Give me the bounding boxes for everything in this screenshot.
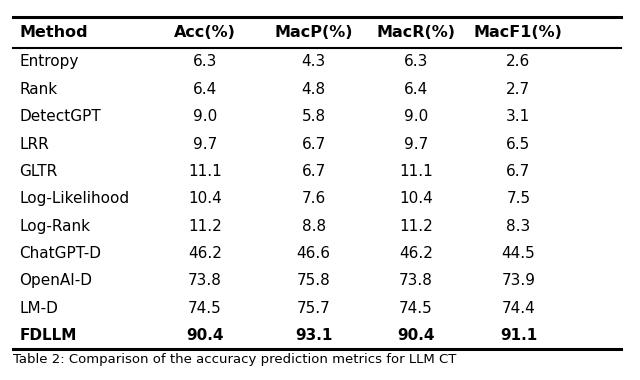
Text: 9.7: 9.7 — [404, 136, 428, 152]
Text: 93.1: 93.1 — [295, 328, 332, 343]
Text: 11.1: 11.1 — [399, 164, 433, 179]
Text: LM-D: LM-D — [19, 301, 58, 316]
Text: 75.8: 75.8 — [297, 273, 330, 288]
Text: MacP(%): MacP(%) — [275, 25, 353, 40]
Text: FDLLM: FDLLM — [19, 328, 77, 343]
Text: 46.2: 46.2 — [399, 246, 433, 261]
Text: 90.4: 90.4 — [397, 328, 435, 343]
Text: 11.2: 11.2 — [399, 218, 433, 234]
Text: 5.8: 5.8 — [301, 109, 326, 124]
Text: 8.3: 8.3 — [506, 218, 531, 234]
Text: 11.2: 11.2 — [188, 218, 221, 234]
Text: 91.1: 91.1 — [500, 328, 537, 343]
Text: 46.2: 46.2 — [188, 246, 221, 261]
Text: MacR(%): MacR(%) — [376, 25, 456, 40]
Text: 44.5: 44.5 — [502, 246, 535, 261]
Text: 74.4: 74.4 — [502, 301, 535, 316]
Text: 7.6: 7.6 — [301, 191, 326, 206]
Text: 9.0: 9.0 — [404, 109, 428, 124]
Text: 73.8: 73.8 — [399, 273, 433, 288]
Text: 7.5: 7.5 — [506, 191, 531, 206]
Text: 74.5: 74.5 — [399, 301, 433, 316]
Text: 10.4: 10.4 — [399, 191, 433, 206]
Text: Entropy: Entropy — [19, 54, 79, 70]
Text: 73.8: 73.8 — [188, 273, 221, 288]
Text: 6.3: 6.3 — [404, 54, 428, 70]
Text: 90.4: 90.4 — [186, 328, 223, 343]
Text: 4.3: 4.3 — [301, 54, 326, 70]
Text: 6.4: 6.4 — [404, 82, 428, 97]
Text: GLTR: GLTR — [19, 164, 58, 179]
Text: 6.3: 6.3 — [193, 54, 217, 70]
Text: 9.7: 9.7 — [193, 136, 217, 152]
Text: Log-Likelihood: Log-Likelihood — [19, 191, 129, 206]
Text: 6.4: 6.4 — [193, 82, 217, 97]
Text: 75.7: 75.7 — [297, 301, 330, 316]
Text: OpenAI-D: OpenAI-D — [19, 273, 92, 288]
Text: MacF1(%): MacF1(%) — [474, 25, 563, 40]
Text: Rank: Rank — [19, 82, 58, 97]
Text: 46.6: 46.6 — [296, 246, 331, 261]
Text: 4.8: 4.8 — [301, 82, 326, 97]
Text: 11.1: 11.1 — [188, 164, 221, 179]
Text: 8.8: 8.8 — [301, 218, 326, 234]
Text: Log-Rank: Log-Rank — [19, 218, 90, 234]
Text: Table 2: Comparison of the accuracy prediction metrics for LLM CT: Table 2: Comparison of the accuracy pred… — [13, 353, 456, 366]
Text: LRR: LRR — [19, 136, 49, 152]
Text: 74.5: 74.5 — [188, 301, 221, 316]
Text: 3.1: 3.1 — [506, 109, 531, 124]
Text: 6.7: 6.7 — [301, 164, 326, 179]
Text: 6.7: 6.7 — [506, 164, 531, 179]
Text: ChatGPT-D: ChatGPT-D — [19, 246, 101, 261]
Text: Acc(%): Acc(%) — [174, 25, 236, 40]
Text: 2.6: 2.6 — [506, 54, 531, 70]
Text: 2.7: 2.7 — [506, 82, 531, 97]
Text: 73.9: 73.9 — [501, 273, 536, 288]
Text: Method: Method — [19, 25, 88, 40]
Text: 6.7: 6.7 — [301, 136, 326, 152]
Text: 10.4: 10.4 — [188, 191, 221, 206]
Text: 9.0: 9.0 — [193, 109, 217, 124]
Text: DetectGPT: DetectGPT — [19, 109, 101, 124]
Text: 6.5: 6.5 — [506, 136, 531, 152]
